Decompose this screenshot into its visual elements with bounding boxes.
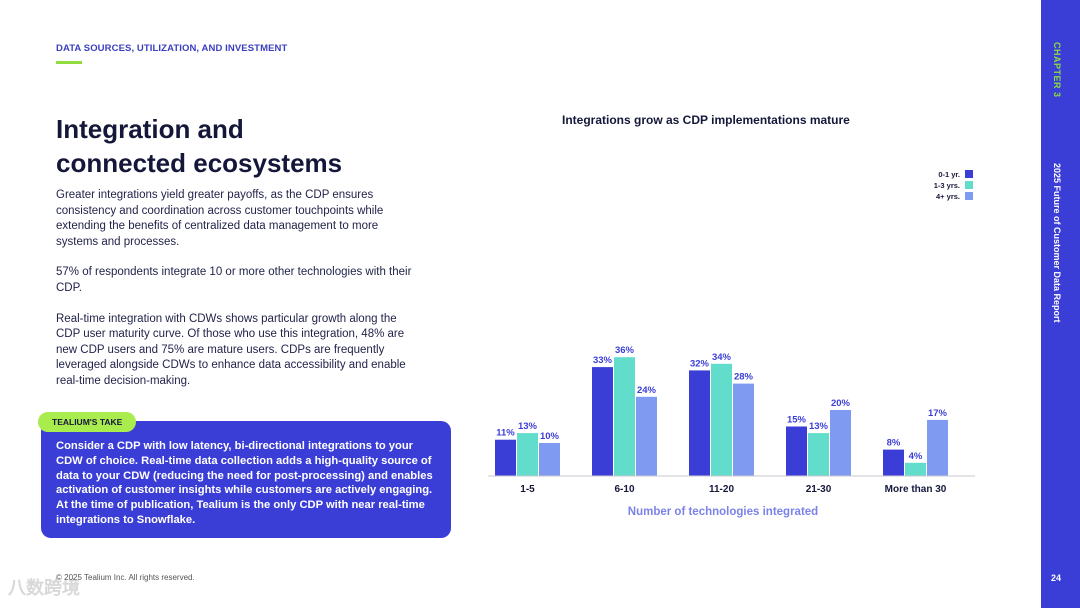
legend-swatch [965,170,973,178]
paragraph-3: Real-time integration with CDWs shows pa… [56,312,406,387]
bar [927,419,948,476]
data-label: 33% [593,355,613,366]
legend-label: 1-3 yrs. [934,181,960,190]
data-label: 13% [809,421,829,432]
x-tick-label: 11-20 [709,484,734,495]
copyright-text: © 2025 Tealium Inc. All rights reserved. [56,573,195,582]
title-line-2: connected ecosystems [56,148,343,178]
bar-chart: 11%13%10%1-533%36%24%6-1032%34%28%11-201… [488,170,975,518]
data-label: 11% [496,428,515,439]
data-label: 10% [540,431,560,442]
paragraph-2: 57% of respondents integrate 10 or more … [56,266,412,294]
data-label: 15% [787,415,807,426]
x-tick-label: More than 30 [885,484,947,495]
data-label: 8% [887,438,901,449]
data-label: 28% [734,372,754,383]
x-tick-label: 1-5 [520,484,535,495]
bar [539,443,560,476]
bar [830,410,851,476]
data-label: 34% [712,352,732,363]
bar [733,383,754,476]
legend-label: 4+ yrs. [936,192,960,201]
data-label: 4% [909,451,923,462]
bar [636,396,657,476]
bar [614,357,635,476]
bar [786,426,807,476]
body-text: Greater integrations yield greater payof… [56,188,416,405]
bar [689,370,710,476]
page-number: 24 [1051,573,1062,583]
chart-title: Integrations grow as CDP implementations… [562,113,850,127]
sidebar-chapter-label: CHAPTER 3 [1052,42,1062,98]
tealium-take-text: Consider a CDP with low latency, bi-dire… [56,440,433,526]
paragraph-1: Greater integrations yield greater payof… [56,189,384,248]
bar [883,449,904,476]
legend-swatch [965,192,973,200]
data-label: 20% [831,398,851,409]
page-title: Integration and connected ecosystems [56,112,436,180]
data-label: 36% [615,345,635,356]
tealium-take-badge: TEALIUM'S TAKE [38,412,137,432]
sidebar-band [1041,0,1080,608]
legend-swatch [965,181,973,189]
data-label: 13% [518,421,538,432]
title-line-1: Integration and [56,114,244,144]
bar [517,433,538,476]
data-label: 32% [690,358,710,369]
sidebar-report-title: 2025 Future of Customer Data Report [1052,163,1062,323]
x-tick-label: 6-10 [614,484,634,495]
bar [711,363,732,476]
tealium-take-box: Consider a CDP with low latency, bi-dire… [41,421,451,538]
x-tick-label: 21-30 [806,484,832,495]
data-label: 24% [637,385,657,396]
x-axis-title: Number of technologies integrated [628,506,818,518]
bar [592,367,613,476]
bar [905,462,926,476]
legend-label: 0-1 yr. [938,170,960,179]
bar [808,433,829,476]
bar [495,439,516,476]
eyebrow-underline [56,61,82,64]
section-eyebrow: DATA SOURCES, UTILIZATION, AND INVESTMEN… [56,43,288,54]
data-label: 17% [928,408,948,419]
watermark-logo: 八数跨境 [8,578,80,598]
